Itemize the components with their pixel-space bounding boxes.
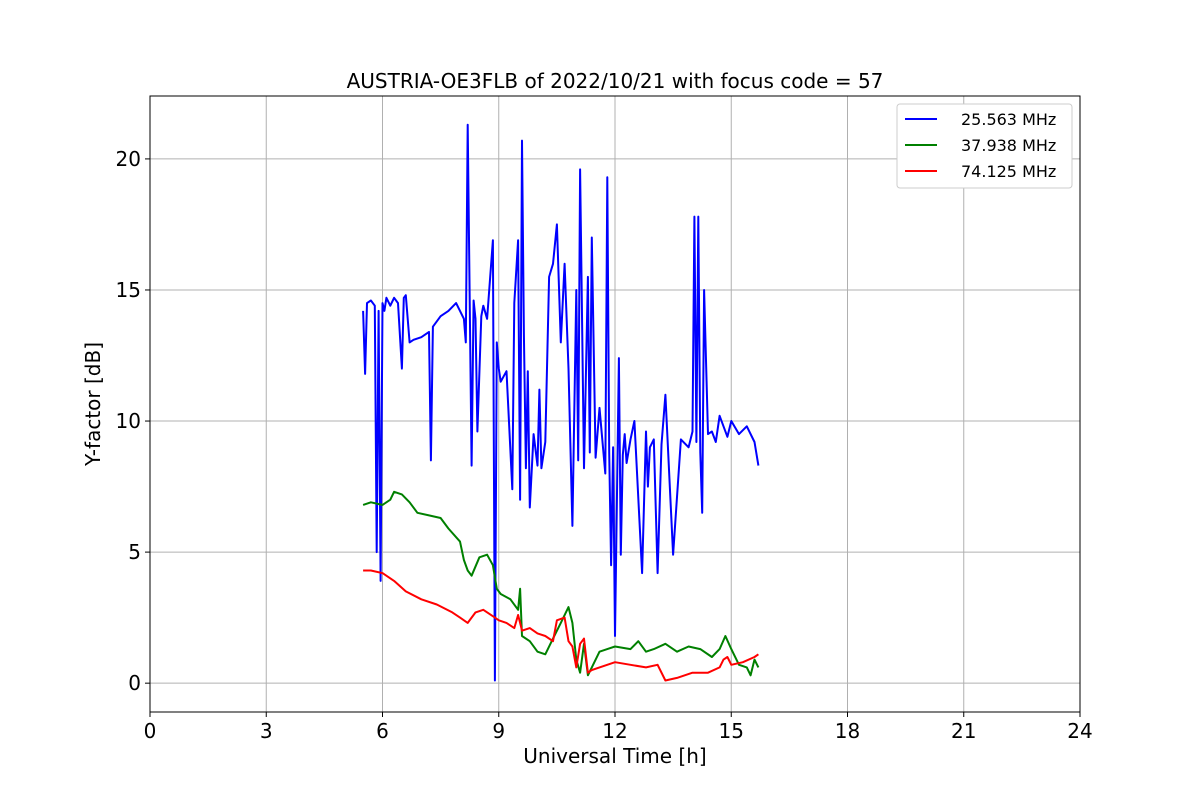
y-tick-label: 10 [116, 409, 141, 433]
legend-label-0: 25.563 MHz [961, 110, 1056, 129]
x-tick-label: 21 [951, 719, 976, 743]
y-tick-label: 15 [116, 278, 141, 302]
y-tick-label: 0 [128, 671, 141, 695]
series-line-1 [362, 490, 760, 677]
legend: 25.563 MHz 37.938 MHz 74.125 MHz [896, 103, 1073, 189]
y-axis-title: Y-factor [dB] [81, 342, 105, 467]
chart-title: AUSTRIA-OE3FLB of 2022/10/21 with focus … [347, 69, 884, 93]
y-tick-label: 20 [116, 147, 141, 171]
x-tick-label: 15 [719, 719, 744, 743]
x-tick-label: 0 [144, 719, 157, 743]
x-tick-label: 3 [260, 719, 273, 743]
legend-label-1: 37.938 MHz [961, 136, 1056, 155]
x-tick-label: 6 [376, 719, 389, 743]
series-line-0 [362, 123, 760, 682]
axis-ticks: 0 3 6 9 12 15 18 21 24 0 5 10 15 20 [116, 147, 1093, 743]
y-tick-label: 5 [128, 540, 141, 564]
x-tick-label: 18 [835, 719, 860, 743]
x-tick-label: 12 [602, 719, 627, 743]
x-axis-title: Universal Time [h] [523, 744, 706, 768]
legend-label-2: 74.125 MHz [961, 162, 1056, 181]
legend-items: 25.563 MHz 37.938 MHz 74.125 MHz [905, 110, 1056, 181]
x-tick-label: 24 [1067, 719, 1092, 743]
legend-box [896, 103, 1073, 189]
series-lines [362, 123, 760, 682]
series-line-2 [363, 569, 759, 682]
x-tick-label: 9 [492, 719, 505, 743]
